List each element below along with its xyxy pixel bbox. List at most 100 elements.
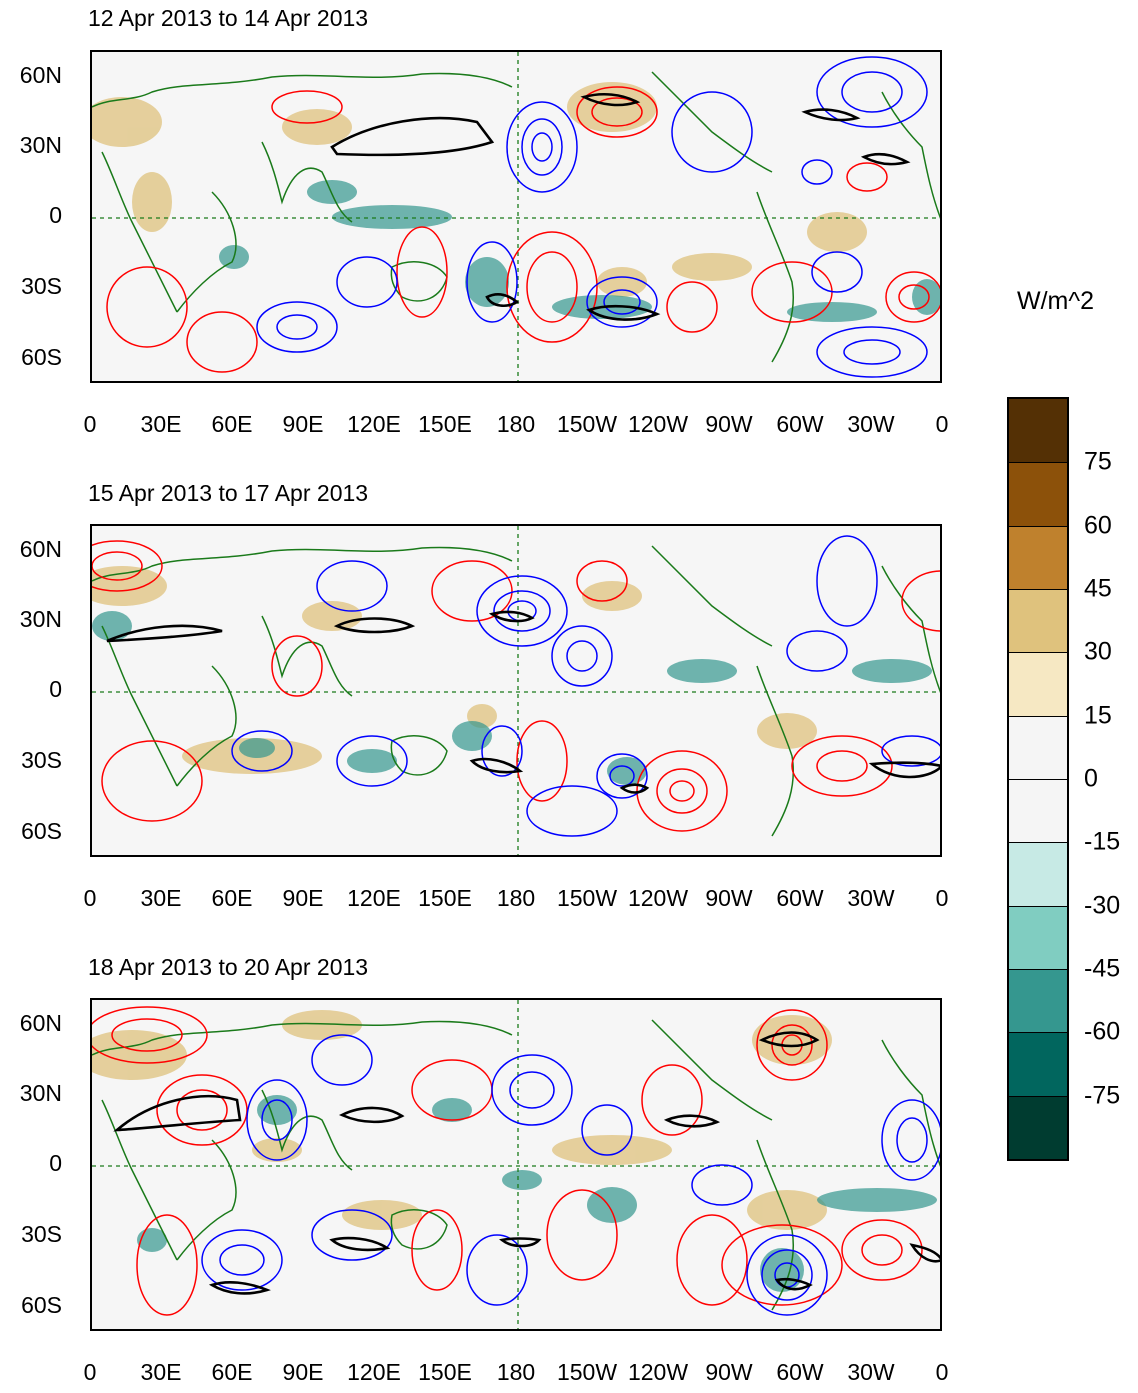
lon-tick-label: 30W — [847, 411, 895, 437]
lon-tick-label: 30E — [140, 411, 182, 437]
panel-2-map — [90, 524, 942, 857]
colorbar-segment — [1009, 525, 1067, 589]
shading-negative — [92, 611, 932, 785]
colorbar-segment — [1009, 652, 1067, 716]
significance-contours — [113, 1031, 940, 1295]
lat-tick-label: 0 — [49, 676, 62, 702]
lon-tick-label: 0 — [83, 411, 97, 437]
lon-tick-label: 180 — [496, 885, 536, 911]
lon-tick-label: 90W — [705, 411, 753, 437]
colorbar-label: 45 — [1084, 574, 1112, 603]
lon-tick-label: 60E — [211, 1359, 253, 1385]
lon-tick-label: 150E — [418, 885, 472, 911]
colorbar-label: -15 — [1084, 827, 1121, 856]
lon-tick-label: 180 — [496, 411, 536, 437]
lon-tick-label: 150W — [556, 1359, 618, 1385]
significance-contours — [330, 92, 911, 321]
lat-tick-label: 60S — [21, 818, 62, 844]
lon-tick-label: 30W — [847, 1359, 895, 1385]
shading-positive — [92, 566, 817, 774]
colorbar-label: 60 — [1084, 511, 1112, 540]
lat-tick-label: 0 — [49, 202, 62, 228]
lon-tick-label: 150W — [556, 885, 618, 911]
colorbar-segment — [1009, 715, 1067, 779]
panel-2-title: 15 Apr 2013 to 17 Apr 2013 — [88, 480, 369, 506]
lat-tick-label: 60S — [21, 344, 62, 370]
lon-tick-label: 150W — [556, 411, 618, 437]
lat-tick-label: 30N — [19, 1080, 62, 1106]
lat-tick-label: 60N — [19, 536, 62, 562]
lon-tick-label: 30E — [140, 885, 182, 911]
colorbar-segment — [1009, 905, 1067, 969]
lon-tick-label: 120W — [627, 411, 689, 437]
lon-tick-label: 0 — [935, 411, 949, 437]
lon-tick-label: 30W — [847, 885, 895, 911]
lon-tick-label: 180 — [496, 1359, 536, 1385]
lon-tick-label: 90W — [705, 1359, 753, 1385]
lon-tick-label: 120W — [627, 885, 689, 911]
lat-tick-label: 30S — [21, 1221, 62, 1247]
lat-tick-label: 30N — [19, 132, 62, 158]
panel-1-title: 12 Apr 2013 to 14 Apr 2013 — [88, 5, 369, 31]
lon-tick-label: 120E — [347, 411, 401, 437]
panel-3-title: 18 Apr 2013 to 20 Apr 2013 — [88, 954, 369, 980]
contours-positive — [92, 540, 940, 832]
lon-tick-label: 90E — [282, 885, 324, 911]
contours-negative — [201, 1034, 940, 1316]
lon-tick-label: 30E — [140, 1359, 182, 1385]
lon-tick-label: 60E — [211, 411, 253, 437]
lon-tick-label: 150E — [418, 411, 472, 437]
colorbar — [1007, 397, 1069, 1161]
colorbar-segment — [1009, 969, 1067, 1033]
colorbar-label: -30 — [1084, 891, 1121, 920]
colorbar-segment — [1009, 842, 1067, 906]
colorbar-label: 75 — [1084, 447, 1112, 476]
panel-3-map — [90, 998, 942, 1331]
lon-tick-label: 0 — [935, 1359, 949, 1385]
colorbar-label: 15 — [1084, 701, 1112, 730]
lon-tick-label: 90E — [282, 1359, 324, 1385]
lat-tick-label: 60S — [21, 1292, 62, 1318]
colorbar-label: -75 — [1084, 1081, 1121, 1110]
lat-tick-label: 30S — [21, 273, 62, 299]
lon-tick-label: 0 — [83, 885, 97, 911]
lon-tick-label: 60E — [211, 885, 253, 911]
colorbar-label: -45 — [1084, 954, 1121, 983]
panel-1-map — [90, 50, 942, 383]
lon-tick-label: 0 — [83, 1359, 97, 1385]
lon-tick-label: 150E — [418, 1359, 472, 1385]
lat-tick-label: 30N — [19, 606, 62, 632]
lon-tick-label: 60W — [776, 1359, 824, 1385]
colorbar-label: -60 — [1084, 1017, 1121, 1046]
significance-contours — [106, 610, 940, 794]
colorbar-title: W/m^2 — [1017, 287, 1095, 315]
panel-1-map-graphics — [92, 52, 940, 381]
coastlines — [92, 71, 940, 363]
colorbar-label: 30 — [1084, 637, 1112, 666]
panel-2-map-graphics — [92, 526, 940, 855]
colorbar-label: 0 — [1084, 764, 1098, 793]
coastlines — [92, 1019, 940, 1311]
lat-tick-label: 30S — [21, 747, 62, 773]
colorbar-segment — [1009, 589, 1067, 653]
contours-positive — [92, 1006, 923, 1316]
lon-tick-label: 60W — [776, 885, 824, 911]
lat-tick-label: 60N — [19, 1010, 62, 1036]
colorbar-segment — [1009, 1032, 1067, 1096]
panel-3-map-graphics — [92, 1000, 940, 1329]
lon-tick-label: 0 — [935, 885, 949, 911]
lon-tick-label: 120E — [347, 885, 401, 911]
contours-positive — [106, 86, 940, 373]
coastlines — [92, 545, 940, 837]
lon-tick-label: 120W — [627, 1359, 689, 1385]
colorbar-segment — [1009, 779, 1067, 843]
lat-tick-label: 60N — [19, 62, 62, 88]
lon-tick-label: 90W — [705, 885, 753, 911]
colorbar-segment — [1009, 462, 1067, 526]
colorbar-segment — [1009, 1095, 1067, 1159]
lon-tick-label: 60W — [776, 411, 824, 437]
colorbar-segment — [1009, 399, 1067, 463]
lat-tick-label: 0 — [49, 1150, 62, 1176]
contours-negative — [256, 56, 928, 378]
lon-tick-label: 120E — [347, 1359, 401, 1385]
